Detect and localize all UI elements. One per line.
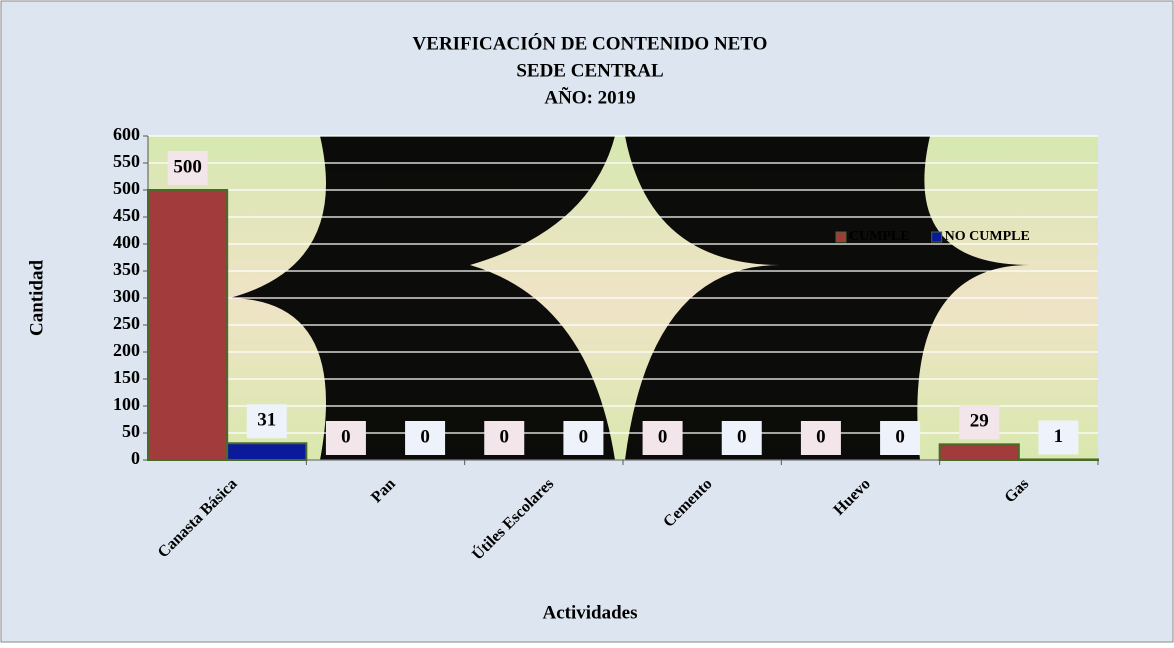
legend-swatch — [835, 231, 847, 243]
chart-title: VERIFICACIÓN DE CONTENIDO NETO — [413, 32, 768, 54]
data-label-box — [642, 421, 683, 455]
y-tick-label: 150 — [113, 367, 140, 387]
data-label: 0 — [658, 426, 668, 447]
y-tick-label: 300 — [113, 286, 140, 306]
data-label-box — [880, 421, 921, 455]
data-label-box — [1038, 420, 1079, 455]
bar — [1017, 458, 1099, 461]
data-label-box — [800, 421, 841, 455]
y-tick-label: 50 — [122, 421, 140, 441]
data-label: 0 — [895, 426, 905, 447]
data-label: 0 — [579, 426, 589, 447]
data-label-box — [959, 405, 1000, 440]
x-axis-label: Actividades — [543, 602, 638, 623]
chart-title: SEDE CENTRAL — [516, 60, 663, 81]
data-label-box — [721, 421, 762, 455]
y-tick-label: 250 — [113, 313, 140, 333]
chart-title: AÑO: 2019 — [544, 86, 635, 108]
data-label: 0 — [737, 426, 747, 447]
y-tick-label: 100 — [113, 394, 140, 414]
y-tick-label: 500 — [113, 178, 140, 198]
data-label: 29 — [970, 411, 989, 432]
data-label: 0 — [341, 426, 351, 447]
y-tick-label: 350 — [113, 259, 140, 279]
y-tick-label: 550 — [113, 151, 140, 171]
bar — [226, 442, 308, 462]
data-label: 1 — [1054, 426, 1064, 447]
y-tick-label: 200 — [113, 340, 140, 360]
data-label-box — [325, 421, 366, 455]
bar — [147, 189, 229, 461]
y-tick-label: 450 — [113, 205, 140, 225]
y-tick-label: 400 — [113, 232, 140, 252]
data-label: 0 — [816, 426, 826, 447]
data-label: 0 — [500, 426, 510, 447]
bar — [938, 443, 1020, 461]
data-label-box — [167, 151, 208, 185]
data-label-box — [405, 421, 446, 455]
y-axis-label: Cantidad — [26, 260, 47, 336]
data-label: 500 — [173, 156, 202, 177]
legend-label: NO CUMPLE — [945, 229, 1030, 244]
data-label-box — [563, 421, 604, 455]
legend-swatch — [931, 231, 943, 243]
y-tick-label: 0 — [131, 448, 140, 468]
y-tick-label: 600 — [113, 124, 140, 144]
data-label-box — [246, 404, 287, 439]
data-label-box — [484, 421, 525, 455]
data-label: 31 — [257, 410, 276, 431]
legend-label: CUMPLE — [849, 229, 910, 244]
data-label: 0 — [420, 426, 430, 447]
